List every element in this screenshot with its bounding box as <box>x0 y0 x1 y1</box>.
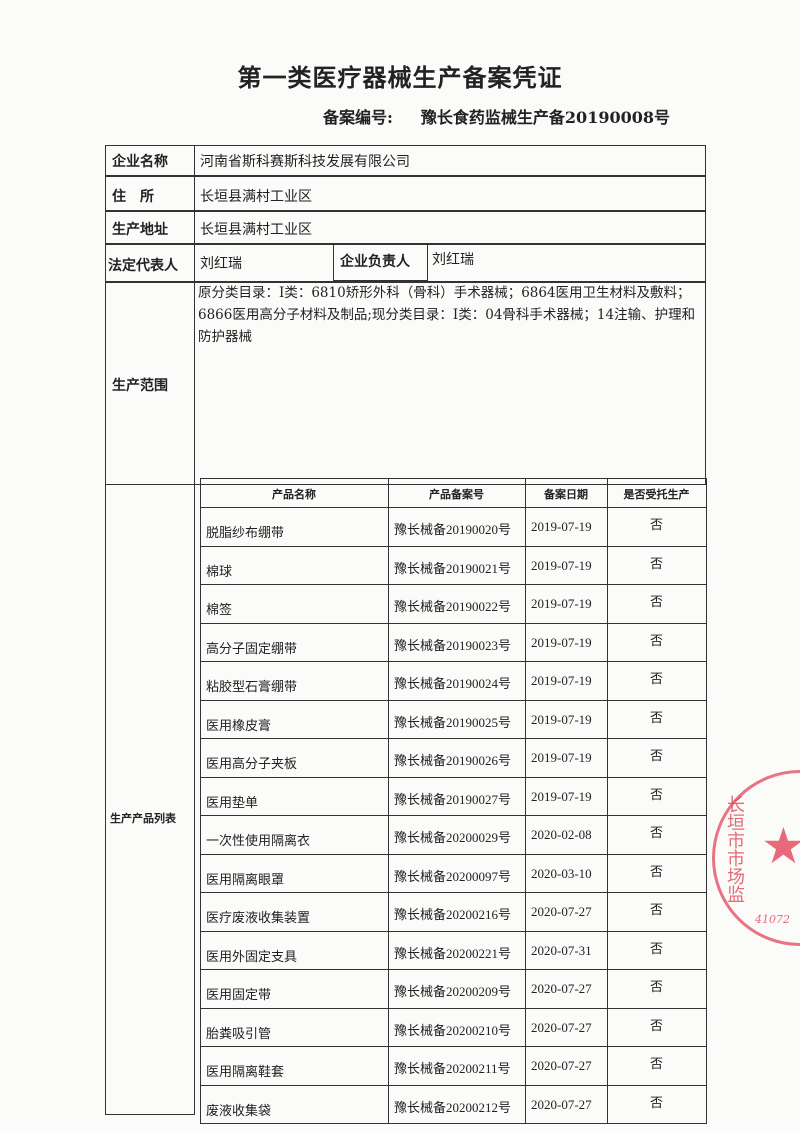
product-name: 胎粪吸引管 <box>206 1025 272 1041</box>
record-number-value: 豫长食药监械生产备20190008号 <box>420 108 670 127</box>
product-name: 高分子固定绷带 <box>206 640 298 656</box>
record-no: 豫长械备20190026号 <box>394 753 512 768</box>
company-name-label: 企业名称 <box>112 154 168 170</box>
product-name: 脱脂纱布绷带 <box>206 525 285 540</box>
entrusted: 否 <box>649 594 663 609</box>
entrusted: 否 <box>649 902 663 917</box>
column-header: 产品名称 <box>272 488 316 501</box>
company-head-label: 企业负责人 <box>340 254 410 270</box>
table-cell <box>607 1084 707 1124</box>
entrusted: 否 <box>649 786 663 802</box>
production-address: 长垣县满村工业区 <box>200 222 312 238</box>
record-number: 备案编号: 豫长食药监械生产备20190008号 <box>323 104 670 128</box>
product-name: 棉球 <box>206 563 233 579</box>
product-name: 医疗废液收集装置 <box>206 910 311 925</box>
record-date: 2019-07-19 <box>531 596 592 611</box>
label-column <box>105 145 195 1115</box>
record-date: 2020-07-27 <box>531 904 592 919</box>
divider <box>105 175 706 177</box>
product-name: 棉签 <box>206 602 233 617</box>
entrusted: 否 <box>649 671 663 686</box>
residence-label: 住 所 <box>112 189 154 205</box>
divider <box>105 210 706 212</box>
record-no: 豫长械备20190022号 <box>394 599 512 614</box>
record-no: 豫长械备20190021号 <box>394 560 512 576</box>
record-no: 豫长械备20200097号 <box>394 868 512 884</box>
entrusted: 否 <box>649 979 663 994</box>
record-no: 豫长械备20200216号 <box>394 907 512 922</box>
entrusted: 否 <box>649 825 663 840</box>
product-name: 医用垫单 <box>206 794 259 810</box>
official-seal: 长垣市市场监 ★ 41072 <box>712 770 800 946</box>
residence: 长垣县满村工业区 <box>200 189 312 205</box>
record-no: 豫长械备20190024号 <box>394 676 512 691</box>
record-date: 2020-03-10 <box>531 865 592 881</box>
legal-rep-label: 法定代表人 <box>108 258 178 274</box>
record-no: 豫长械备20190025号 <box>394 714 512 730</box>
product-name: 废液收集袋 <box>206 1102 272 1118</box>
record-no: 豫长械备20200212号 <box>394 1099 512 1115</box>
record-date: 2019-07-19 <box>531 711 592 727</box>
product-list-label: 生产产品列表 <box>110 812 176 825</box>
product-name: 医用高分子夹板 <box>206 756 298 771</box>
record-no: 豫长械备20190023号 <box>394 637 512 653</box>
company-name: 河南省斯科赛斯科技发展有限公司 <box>200 154 410 170</box>
entrusted: 否 <box>649 940 663 956</box>
record-no: 豫长械备20190027号 <box>394 791 512 807</box>
product-name: 一次性使用隔离衣 <box>206 833 311 848</box>
record-no: 豫长械备20200029号 <box>394 830 512 845</box>
page-title: 第一类医疗器械生产备案凭证 <box>237 63 563 92</box>
record-date: 2020-07-27 <box>531 1019 592 1035</box>
record-no: 豫长械备20190020号 <box>394 522 512 537</box>
legal-rep: 刘红瑞 <box>200 256 242 272</box>
record-number-label: 备案编号: <box>323 108 393 127</box>
record-date: 2020-07-27 <box>531 1096 592 1112</box>
product-name: 粘胶型石膏绷带 <box>206 679 298 694</box>
product-name: 医用固定带 <box>206 987 272 1002</box>
entrusted: 否 <box>649 1094 663 1110</box>
record-no: 豫长械备20200210号 <box>394 1022 512 1038</box>
record-no: 豫长械备20200221号 <box>394 945 512 961</box>
production-address-label: 生产地址 <box>112 222 168 238</box>
record-date: 2020-07-27 <box>531 1058 592 1073</box>
product-name: 医用隔离鞋套 <box>206 1064 285 1079</box>
scope-label: 生产范围 <box>112 378 168 394</box>
record-date: 2020-07-27 <box>531 981 592 996</box>
record-date: 2019-07-19 <box>531 673 592 688</box>
divider <box>105 281 706 283</box>
entrusted: 否 <box>649 863 663 879</box>
record-date: 2019-07-19 <box>531 634 592 650</box>
record-no: 豫长械备20200211号 <box>394 1061 511 1076</box>
seal-text: 长垣市市场监 <box>724 795 745 903</box>
column-header: 产品备案号 <box>429 488 484 501</box>
entrusted: 否 <box>649 1017 663 1033</box>
head-label-cell <box>333 243 428 281</box>
column-header: 是否受托生产 <box>623 488 690 501</box>
seal-code: 41072 <box>755 913 790 926</box>
record-date: 2020-07-31 <box>531 942 592 958</box>
entrusted: 否 <box>649 709 663 725</box>
record-date: 2019-07-19 <box>531 557 592 573</box>
product-name: 医用橡皮膏 <box>206 717 272 733</box>
record-date: 2019-07-19 <box>531 519 592 534</box>
entrusted: 否 <box>649 1056 663 1071</box>
entrusted: 否 <box>649 632 663 648</box>
record-date: 2019-07-19 <box>531 750 592 765</box>
entrusted: 否 <box>649 748 663 763</box>
record-no: 豫长械备20200209号 <box>394 984 512 999</box>
seal-star-icon: ★ <box>761 817 800 875</box>
product-name: 医用外固定支具 <box>206 948 298 964</box>
product-name: 医用隔离眼罩 <box>206 871 285 887</box>
record-date: 2019-07-19 <box>531 788 592 804</box>
company-head: 刘红瑞 <box>432 252 474 268</box>
column-header: 备案日期 <box>544 488 588 501</box>
entrusted: 否 <box>649 517 663 532</box>
scope-text: 原分类目录：Ⅰ类：6810矫形外科（骨科）手术器械；6864医用卫生材料及敷料；… <box>198 285 696 345</box>
entrusted: 否 <box>649 555 663 571</box>
record-date: 2020-02-08 <box>531 827 592 842</box>
